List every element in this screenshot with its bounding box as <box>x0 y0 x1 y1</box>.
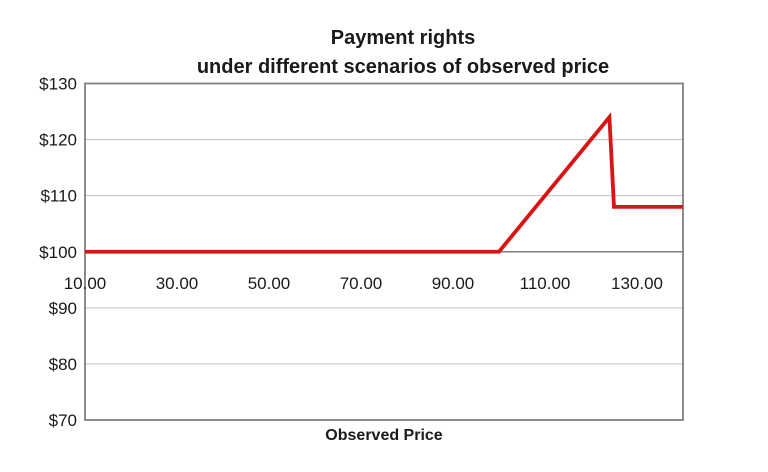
x-tick-label: 70.00 <box>340 274 383 293</box>
y-tick-label: $130 <box>39 75 77 94</box>
x-axis-title: Observed Price <box>325 427 443 444</box>
y-tick-label: $90 <box>49 299 77 318</box>
y-tick-label: $70 <box>49 411 77 430</box>
x-tick-label: 130.00 <box>611 274 663 293</box>
x-tick-label: 10.00 <box>64 274 107 293</box>
y-tick-label: $80 <box>49 355 77 374</box>
y-tick-label: $100 <box>39 243 77 262</box>
chart-title-line2: under different scenarios of observed pr… <box>196 56 610 78</box>
x-tick-label: 50.00 <box>248 274 291 293</box>
x-tick-label: 110.00 <box>520 274 571 293</box>
x-tick-label: 30.00 <box>156 274 199 293</box>
series-line-payment-rights <box>85 112 683 254</box>
x-tick-label: 90.00 <box>432 274 475 293</box>
y-tick-label: $110 <box>40 187 77 206</box>
chart-title-line1: Payment rights <box>330 27 476 49</box>
y-tick-label: $120 <box>39 131 77 150</box>
